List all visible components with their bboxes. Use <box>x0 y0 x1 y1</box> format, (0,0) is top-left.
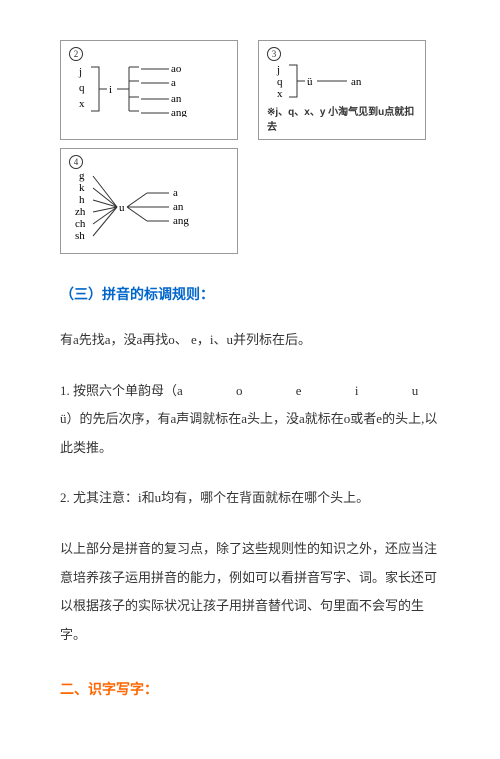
p1b: o <box>236 383 243 398</box>
diagram-3: 3 j q x ü an ※j、q、x、y 小淘气见到u点就扣去 <box>258 40 426 140</box>
diagram-2: 2 j q x i ao a an <box>60 40 238 140</box>
point-2: 2. 尤其注意：i和u均有，哪个在背面就标在哪个头上。 <box>60 484 440 513</box>
p1f: ü）的先后次序，有a声调就标在a头上，没a就标在o或者e的头上,以此类推。 <box>60 411 437 455</box>
d3-mid: ü <box>307 76 313 88</box>
diagram-num-2: 2 <box>69 47 83 61</box>
d3-l1: q <box>277 76 283 88</box>
diagram-2-svg: j q x i ao a an ang <box>69 61 209 117</box>
diagram-row-top: 2 j q x i ao a an <box>60 40 440 140</box>
d4-l1: k <box>79 182 85 194</box>
summary-para: 以上部分是拼音的复习点，除了这些规则性的知识之外，还应当注意培养孩子运用拼音的能… <box>60 535 440 649</box>
d4-l0: g <box>79 170 85 182</box>
d2-l1: q <box>79 82 85 94</box>
d3-l0: j <box>276 64 280 76</box>
d4-l5: sh <box>75 230 85 242</box>
rule-line: 有a先找a，没a再找o、 e，i、u并列标在后。 <box>60 326 440 355</box>
section-3-title: （三）拼音的标调规则： <box>60 284 440 304</box>
d2-r1: a <box>171 77 176 89</box>
d4-r2: ang <box>173 215 189 227</box>
diagram-3-svg: j q x ü an <box>267 61 397 101</box>
p1e: u <box>412 383 419 398</box>
p1c: e <box>296 383 302 398</box>
d2-l0: j <box>78 66 82 78</box>
d2-mid: i <box>109 84 112 96</box>
d3-l2: x <box>277 88 283 100</box>
diagram-3-note: ※j、q、x、y 小淘气见到u点就扣去 <box>267 103 417 133</box>
d2-r2: an <box>171 93 182 105</box>
d4-mid: u <box>119 202 125 214</box>
p1a: 1. 按照六个单韵母（a <box>60 383 183 398</box>
d4-r1: an <box>173 201 184 213</box>
diagram-num-3: 3 <box>267 47 281 61</box>
diagram-4: 4 g k h zh ch sh u <box>60 148 238 254</box>
d2-r0: ao <box>171 63 182 75</box>
diagram-row-bottom: 4 g k h zh ch sh u <box>60 148 440 254</box>
d3-r0: an <box>351 76 362 88</box>
d2-r3: ang <box>171 107 187 117</box>
d2-l2: x <box>79 98 85 110</box>
p1d: i <box>355 383 359 398</box>
d4-r0: a <box>173 187 178 199</box>
d4-l3: zh <box>75 206 86 218</box>
diagram-num-4: 4 <box>69 155 83 169</box>
section-2-title: 二、识字写字： <box>60 679 440 699</box>
diagram-4-svg: g k h zh ch sh u a <box>69 169 209 247</box>
point-1: 1. 按照六个单韵母（a o e i u ü）的先后次序，有a声调就标在a头上，… <box>60 377 440 463</box>
d4-l2: h <box>79 194 85 206</box>
d4-l4: ch <box>75 218 86 230</box>
